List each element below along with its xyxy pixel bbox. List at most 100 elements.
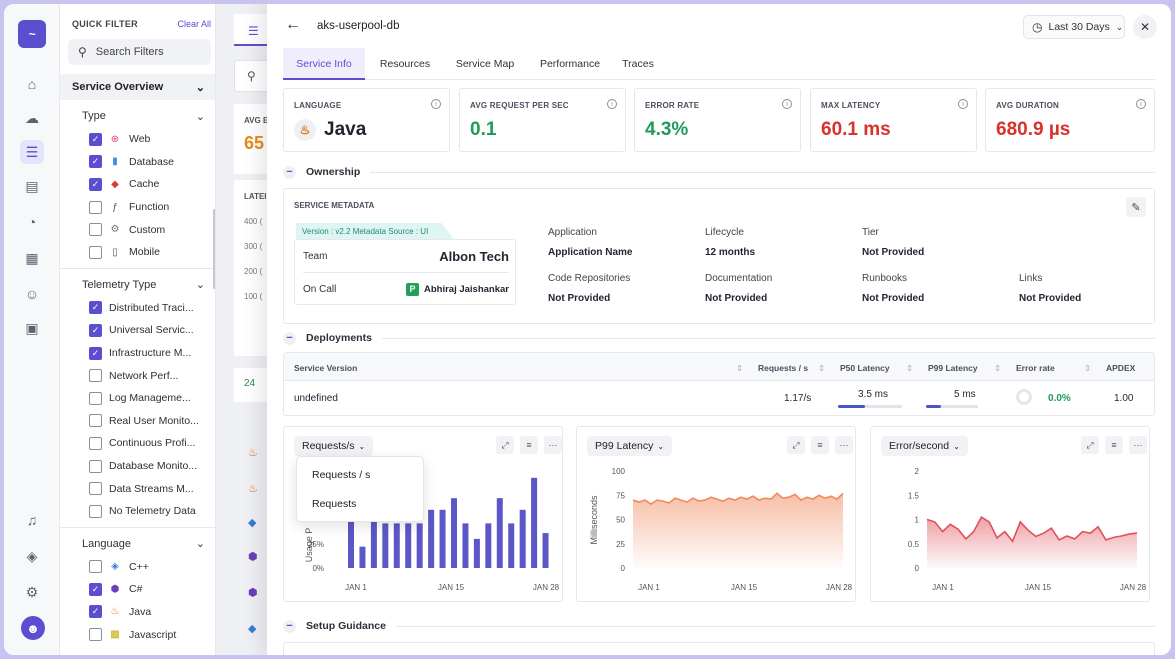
info-icon[interactable]: i xyxy=(782,99,792,109)
checkbox[interactable] xyxy=(89,560,102,574)
dashboard-icon[interactable]: ▦ xyxy=(25,249,39,266)
more-icon[interactable]: ⋯ xyxy=(835,436,853,454)
filter-option[interactable]: ✓ ⬢ C# xyxy=(60,578,215,601)
reports-icon[interactable]: ▣ xyxy=(25,319,39,336)
menu-item-requests[interactable]: Requests xyxy=(312,498,357,510)
sort-icon[interactable]: ⇕ xyxy=(736,363,744,373)
search-filters-input[interactable]: ⚲ Search Filters xyxy=(68,39,211,65)
filter-option[interactable]: Database Monito... xyxy=(60,455,215,478)
filter-option[interactable]: Data Streams M... xyxy=(60,477,215,500)
checkbox[interactable]: ✓ xyxy=(89,177,102,191)
collapse-icon[interactable]: − xyxy=(283,165,296,179)
collapse-icon[interactable]: − xyxy=(283,331,296,345)
checkbox[interactable] xyxy=(89,459,102,473)
p99-metric-select[interactable]: P99 Latency ⌄ xyxy=(587,436,673,456)
sort-icon[interactable]: ⇕ xyxy=(994,363,1002,373)
sort-icon[interactable]: ⇕ xyxy=(818,363,826,373)
col-apdex[interactable]: APDEX xyxy=(1106,363,1136,373)
tab-service-map[interactable]: Service Map xyxy=(455,58,515,70)
tab-service-info[interactable]: Service Info xyxy=(283,48,365,80)
filter-icon[interactable]: ≡ xyxy=(811,436,829,454)
sort-icon[interactable]: ⇕ xyxy=(1084,363,1092,373)
edit-icon[interactable]: ✎ xyxy=(1126,197,1146,217)
tab-resources[interactable]: Resources xyxy=(379,58,431,70)
checkbox[interactable]: ✓ xyxy=(89,301,102,315)
checkbox[interactable]: ✓ xyxy=(89,132,102,146)
checkbox[interactable]: ✓ xyxy=(89,323,102,337)
expand-icon[interactable]: ⤢ xyxy=(496,436,514,454)
filter-option[interactable]: ▩ Javascript xyxy=(60,623,215,646)
checkbox[interactable] xyxy=(89,223,102,237)
filter-option[interactable]: Real User Monito... xyxy=(60,410,215,433)
info-icon[interactable]: i xyxy=(958,99,968,109)
checkbox[interactable] xyxy=(89,391,102,405)
filter-option[interactable]: ✓ ▮ Database xyxy=(60,151,215,174)
home-icon[interactable]: ⌂ xyxy=(27,76,37,92)
robot-icon[interactable]: ☺ xyxy=(24,286,40,302)
collapse-icon[interactable]: − xyxy=(283,619,296,633)
gear-icon[interactable]: ⚙ xyxy=(25,583,39,600)
alert-icon[interactable]: ◔ xyxy=(27,214,37,230)
checkbox[interactable]: ✓ xyxy=(89,155,102,169)
filter-option[interactable]: ⚙ Custom xyxy=(60,218,215,241)
filter-option[interactable]: No Telemetry Data xyxy=(60,500,215,523)
checkbox[interactable] xyxy=(89,482,102,496)
list-icon[interactable]: ☰ xyxy=(20,140,44,164)
error-metric-select[interactable]: Error/second ⌄ xyxy=(881,436,968,456)
clear-all-link[interactable]: Clear All xyxy=(177,19,211,29)
filter-option[interactable]: ◈ C++ xyxy=(60,556,215,579)
menu-item-requests-per-s[interactable]: Requests / s xyxy=(312,469,371,481)
col-p50[interactable]: P50 Latency xyxy=(840,363,890,373)
ownership-section-header[interactable]: − Ownership xyxy=(283,162,1155,182)
checkbox[interactable] xyxy=(89,414,102,428)
col-p99[interactable]: P99 Latency xyxy=(928,363,978,373)
document-icon[interactable]: ▤ xyxy=(25,177,39,194)
info-icon[interactable]: i xyxy=(431,99,441,109)
col-service-version[interactable]: Service Version xyxy=(294,363,358,373)
setup-guidance-section-header[interactable]: − Setup Guidance xyxy=(283,616,1155,636)
user-avatar[interactable]: ☻ xyxy=(21,616,45,640)
deployments-section-header[interactable]: − Deployments xyxy=(283,328,1155,348)
info-icon[interactable]: i xyxy=(607,99,617,109)
checkbox[interactable] xyxy=(89,200,102,214)
col-error-rate[interactable]: Error rate xyxy=(1016,363,1055,373)
expand-icon[interactable]: ⤢ xyxy=(1081,436,1099,454)
package-icon[interactable]: ◈ xyxy=(26,547,38,564)
filter-option[interactable]: ✓ ◆ Cache xyxy=(60,173,215,196)
filter-option[interactable]: ƒ Function xyxy=(60,196,215,219)
filter-icon[interactable]: ≡ xyxy=(520,436,538,454)
date-range-select[interactable]: ◷ Last 30 Days ⌄ xyxy=(1023,15,1125,39)
app-logo[interactable]: ~ xyxy=(18,20,46,48)
filter-group-header[interactable]: Type ⌄ xyxy=(60,104,215,128)
filter-group-header[interactable]: Telemetry Type ⌄ xyxy=(60,273,215,297)
more-icon[interactable]: ⋯ xyxy=(1129,436,1147,454)
more-icon[interactable]: ⋯ xyxy=(544,436,562,454)
cloud-icon[interactable]: ☁ xyxy=(25,109,39,126)
expand-icon[interactable]: ⤢ xyxy=(787,436,805,454)
checkbox[interactable] xyxy=(89,245,102,259)
checkbox[interactable]: ✓ xyxy=(89,346,102,360)
checkbox[interactable] xyxy=(89,436,102,450)
filter-option[interactable]: ✓ ⊕ Web xyxy=(60,128,215,151)
sort-icon[interactable]: ⇕ xyxy=(906,363,914,373)
tab-performance[interactable]: Performance xyxy=(539,58,601,70)
filter-option[interactable]: ▯ Mobile xyxy=(60,241,215,264)
filter-icon[interactable]: ≡ xyxy=(1105,436,1123,454)
checkbox[interactable]: ✓ xyxy=(89,582,102,596)
tab-traces[interactable]: Traces xyxy=(622,58,654,70)
info-icon[interactable]: i xyxy=(1136,99,1146,109)
col-requests[interactable]: Requests / s xyxy=(758,363,809,373)
checkbox[interactable]: ✓ xyxy=(89,605,102,619)
filter-group-header[interactable]: Language ⌄ xyxy=(60,532,215,556)
filter-option[interactable]: Network Perf... xyxy=(60,364,215,387)
filter-scrollbar[interactable] xyxy=(213,209,215,289)
filter-option[interactable]: ✓ Distributed Traci... xyxy=(60,297,215,320)
checkbox[interactable] xyxy=(89,369,102,383)
checkbox[interactable] xyxy=(89,504,102,518)
filter-option[interactable]: Continuous Profi... xyxy=(60,432,215,455)
section-service-overview[interactable]: Service Overview ⌄ xyxy=(60,74,215,100)
filter-option[interactable]: ✓ Universal Servic... xyxy=(60,319,215,342)
headset-icon[interactable]: ♫ xyxy=(26,512,38,528)
back-arrow-icon[interactable]: ← xyxy=(285,16,301,33)
checkbox[interactable] xyxy=(89,628,102,642)
